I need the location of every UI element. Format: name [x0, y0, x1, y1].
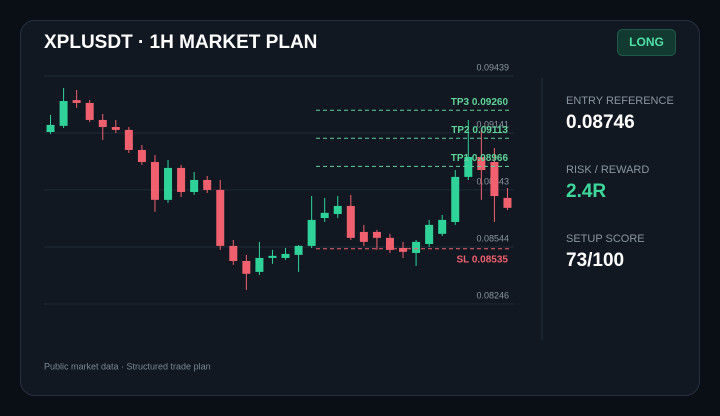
candle-body — [203, 179, 212, 190]
candle-body — [294, 245, 303, 255]
chart-title: XPLUSDT · 1H MARKET PLAN — [44, 32, 317, 53]
candle-body — [59, 101, 68, 126]
candle-body — [412, 241, 421, 253]
candle-body — [477, 157, 486, 171]
candle-body — [372, 231, 381, 238]
level-label: TP3 0.09260 — [451, 97, 509, 108]
candle-body — [346, 205, 355, 238]
level-label: TP1 0.08966 — [451, 153, 509, 164]
candle-body — [98, 119, 107, 128]
candle-body — [229, 245, 238, 261]
candle-body — [464, 157, 473, 177]
candle-body — [72, 100, 81, 103]
candle-body — [242, 260, 251, 274]
stat-value: 2.4R — [566, 181, 606, 202]
candle-body — [490, 162, 499, 197]
candle-body — [255, 257, 264, 272]
candle-body — [124, 129, 133, 150]
candle-body — [190, 179, 199, 193]
y-tick-label: 0.08246 — [476, 290, 509, 300]
candle-body — [150, 162, 159, 200]
stat-value: 0.08746 — [566, 112, 635, 133]
candle-body — [438, 219, 447, 234]
candle-body — [385, 237, 394, 250]
candle-body — [399, 248, 408, 252]
candle-body — [359, 231, 368, 242]
candle-body — [46, 124, 55, 132]
candle-body — [281, 253, 290, 258]
stat-label: SETUP SCORE — [566, 233, 645, 245]
candle-body — [268, 255, 277, 258]
candle-body — [164, 167, 173, 200]
badge-bg — [617, 29, 676, 56]
candle-body — [503, 197, 512, 208]
candle-body — [137, 149, 146, 163]
y-tick-label: 0.08544 — [476, 233, 509, 243]
candle-body — [333, 205, 342, 214]
stat-value: 73/100 — [566, 250, 624, 271]
stat-label: RISK / REWARD — [566, 164, 649, 176]
candle-body — [451, 176, 460, 223]
y-tick-label: 0.09141 — [476, 119, 509, 129]
badge: LONG — [629, 35, 664, 49]
candle-body — [307, 219, 316, 246]
candle-body — [85, 102, 94, 120]
candle-body — [320, 212, 329, 218]
stat-label: ENTRY REFERENCE — [566, 95, 674, 107]
candle-body — [216, 189, 225, 246]
card — [20, 20, 700, 396]
footer: Public market data · Structured trade pl… — [44, 361, 211, 371]
y-tick-label: 0.09439 — [476, 62, 509, 72]
candle-body — [177, 167, 186, 193]
candle-body — [111, 127, 120, 130]
level-label: SL 0.08535 — [456, 254, 508, 265]
candle-body — [425, 224, 434, 244]
level-label: TP2 0.09113 — [451, 125, 508, 136]
